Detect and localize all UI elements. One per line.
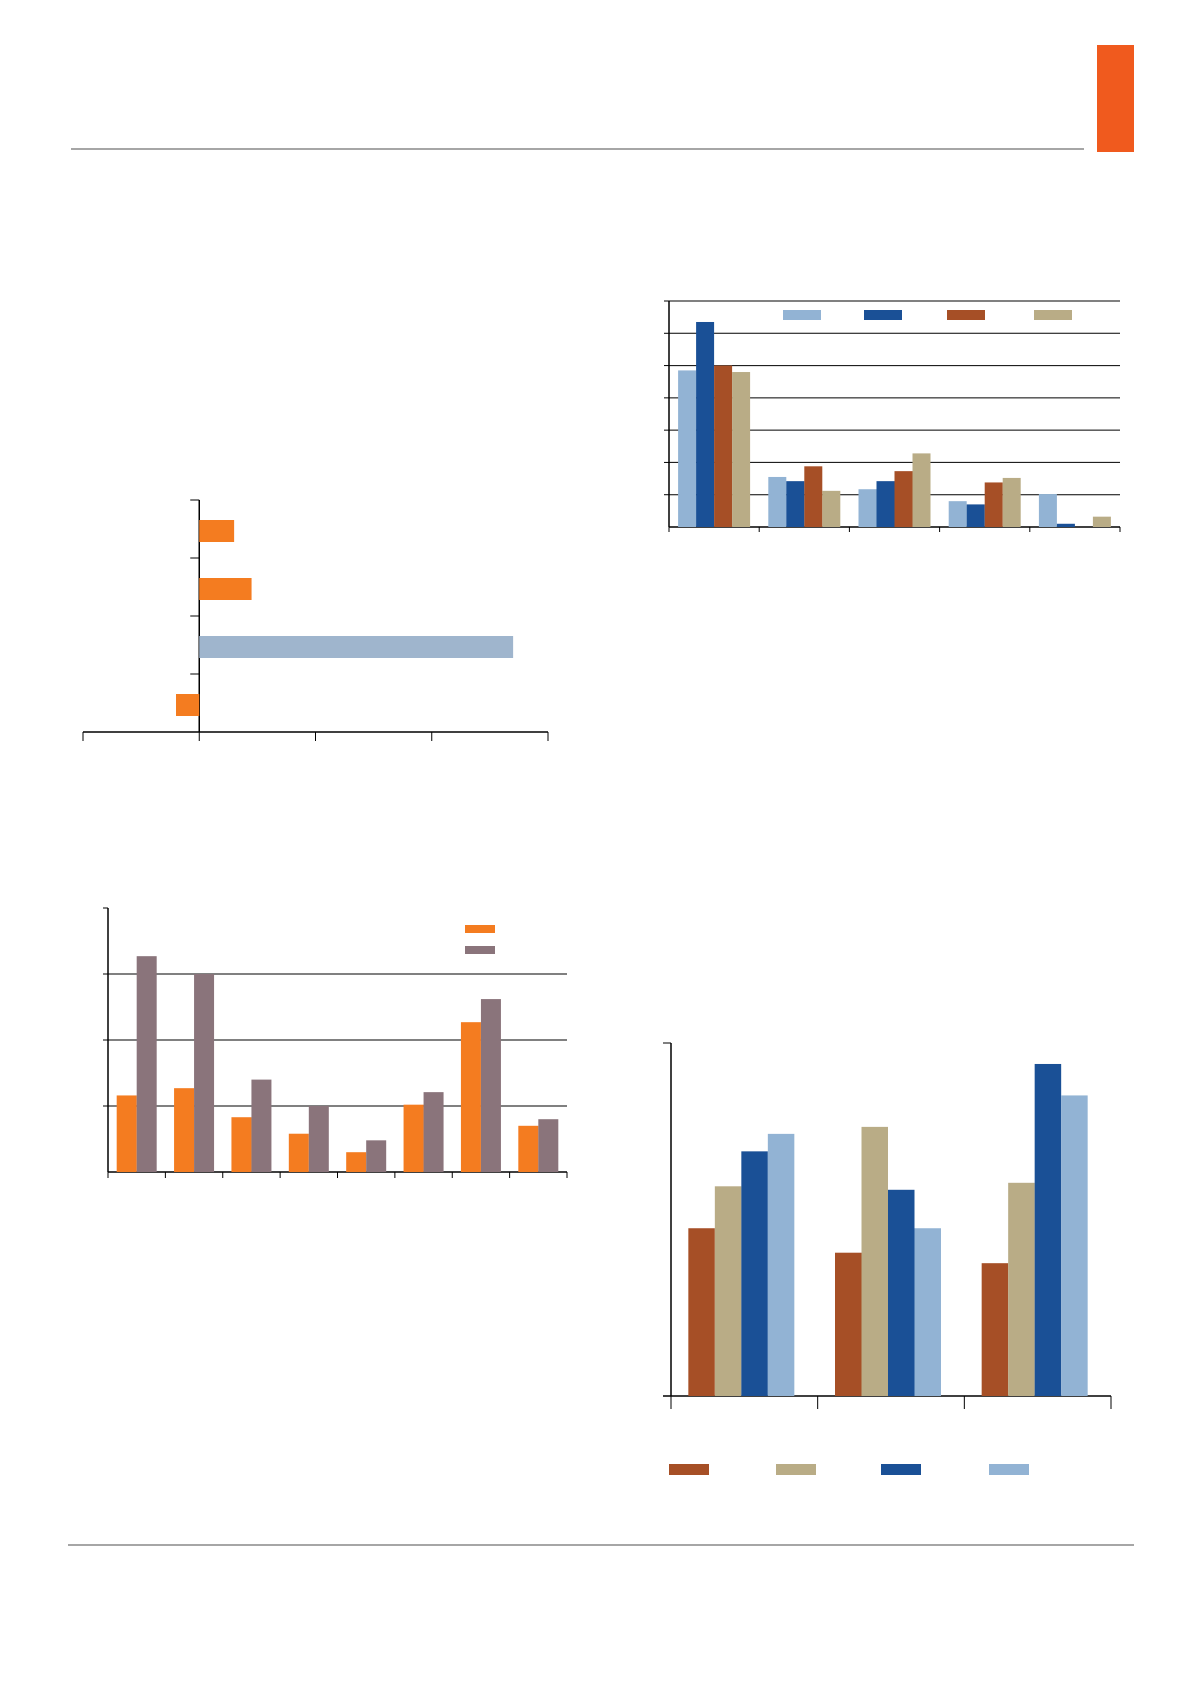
bar (366, 1140, 387, 1172)
bar (767, 1133, 795, 1396)
footer-rule (68, 1544, 1134, 1546)
bar (948, 501, 967, 527)
bar (231, 1117, 252, 1172)
bar (696, 321, 715, 527)
bar (714, 1186, 742, 1396)
bar (480, 999, 501, 1172)
bar (861, 1126, 888, 1396)
header-rule (71, 148, 1084, 150)
bar (741, 1151, 768, 1396)
bar (822, 490, 841, 527)
bar (858, 489, 877, 527)
bar (804, 466, 823, 527)
bar (984, 482, 1003, 527)
bar (1034, 1063, 1062, 1396)
bar (966, 504, 985, 527)
bar (308, 1106, 329, 1172)
bar (199, 636, 514, 658)
bar (714, 365, 733, 527)
legend-swatch (465, 925, 495, 933)
bar (981, 1263, 1009, 1396)
legend-swatch (881, 1464, 921, 1475)
bar (1038, 494, 1057, 527)
bar (835, 1252, 862, 1396)
bar (136, 956, 157, 1172)
legend-swatch (989, 1464, 1029, 1475)
bar (518, 1125, 539, 1172)
bar (786, 481, 805, 527)
bar (688, 1228, 715, 1396)
bar (538, 1119, 559, 1172)
bar (346, 1152, 367, 1172)
bar (768, 476, 787, 527)
legend-swatch (776, 1464, 816, 1475)
bar (460, 1022, 481, 1172)
bar (894, 471, 913, 527)
bar (1056, 523, 1075, 527)
bar (174, 1088, 195, 1172)
legend-swatch (947, 310, 985, 320)
bar (199, 578, 252, 600)
bar (888, 1189, 915, 1396)
bar (876, 481, 895, 527)
bar (1008, 1182, 1035, 1396)
bar (1061, 1095, 1088, 1396)
bar (199, 520, 235, 542)
legend-swatch (1034, 310, 1072, 320)
section-tab (1097, 45, 1134, 152)
bar (176, 694, 200, 716)
bar (116, 1095, 137, 1172)
bar (732, 372, 751, 527)
bar (914, 1228, 941, 1396)
legend-swatch (465, 946, 495, 954)
bar (194, 974, 215, 1172)
bar (1002, 477, 1021, 527)
bar (912, 453, 931, 527)
legend-swatch (864, 310, 902, 320)
bar (1092, 516, 1111, 527)
bar (678, 370, 697, 527)
bar (251, 1079, 272, 1172)
legend-swatch (669, 1464, 709, 1475)
legend-swatch (783, 310, 821, 320)
bar (288, 1133, 309, 1172)
bar (403, 1104, 424, 1172)
bar (423, 1092, 444, 1172)
